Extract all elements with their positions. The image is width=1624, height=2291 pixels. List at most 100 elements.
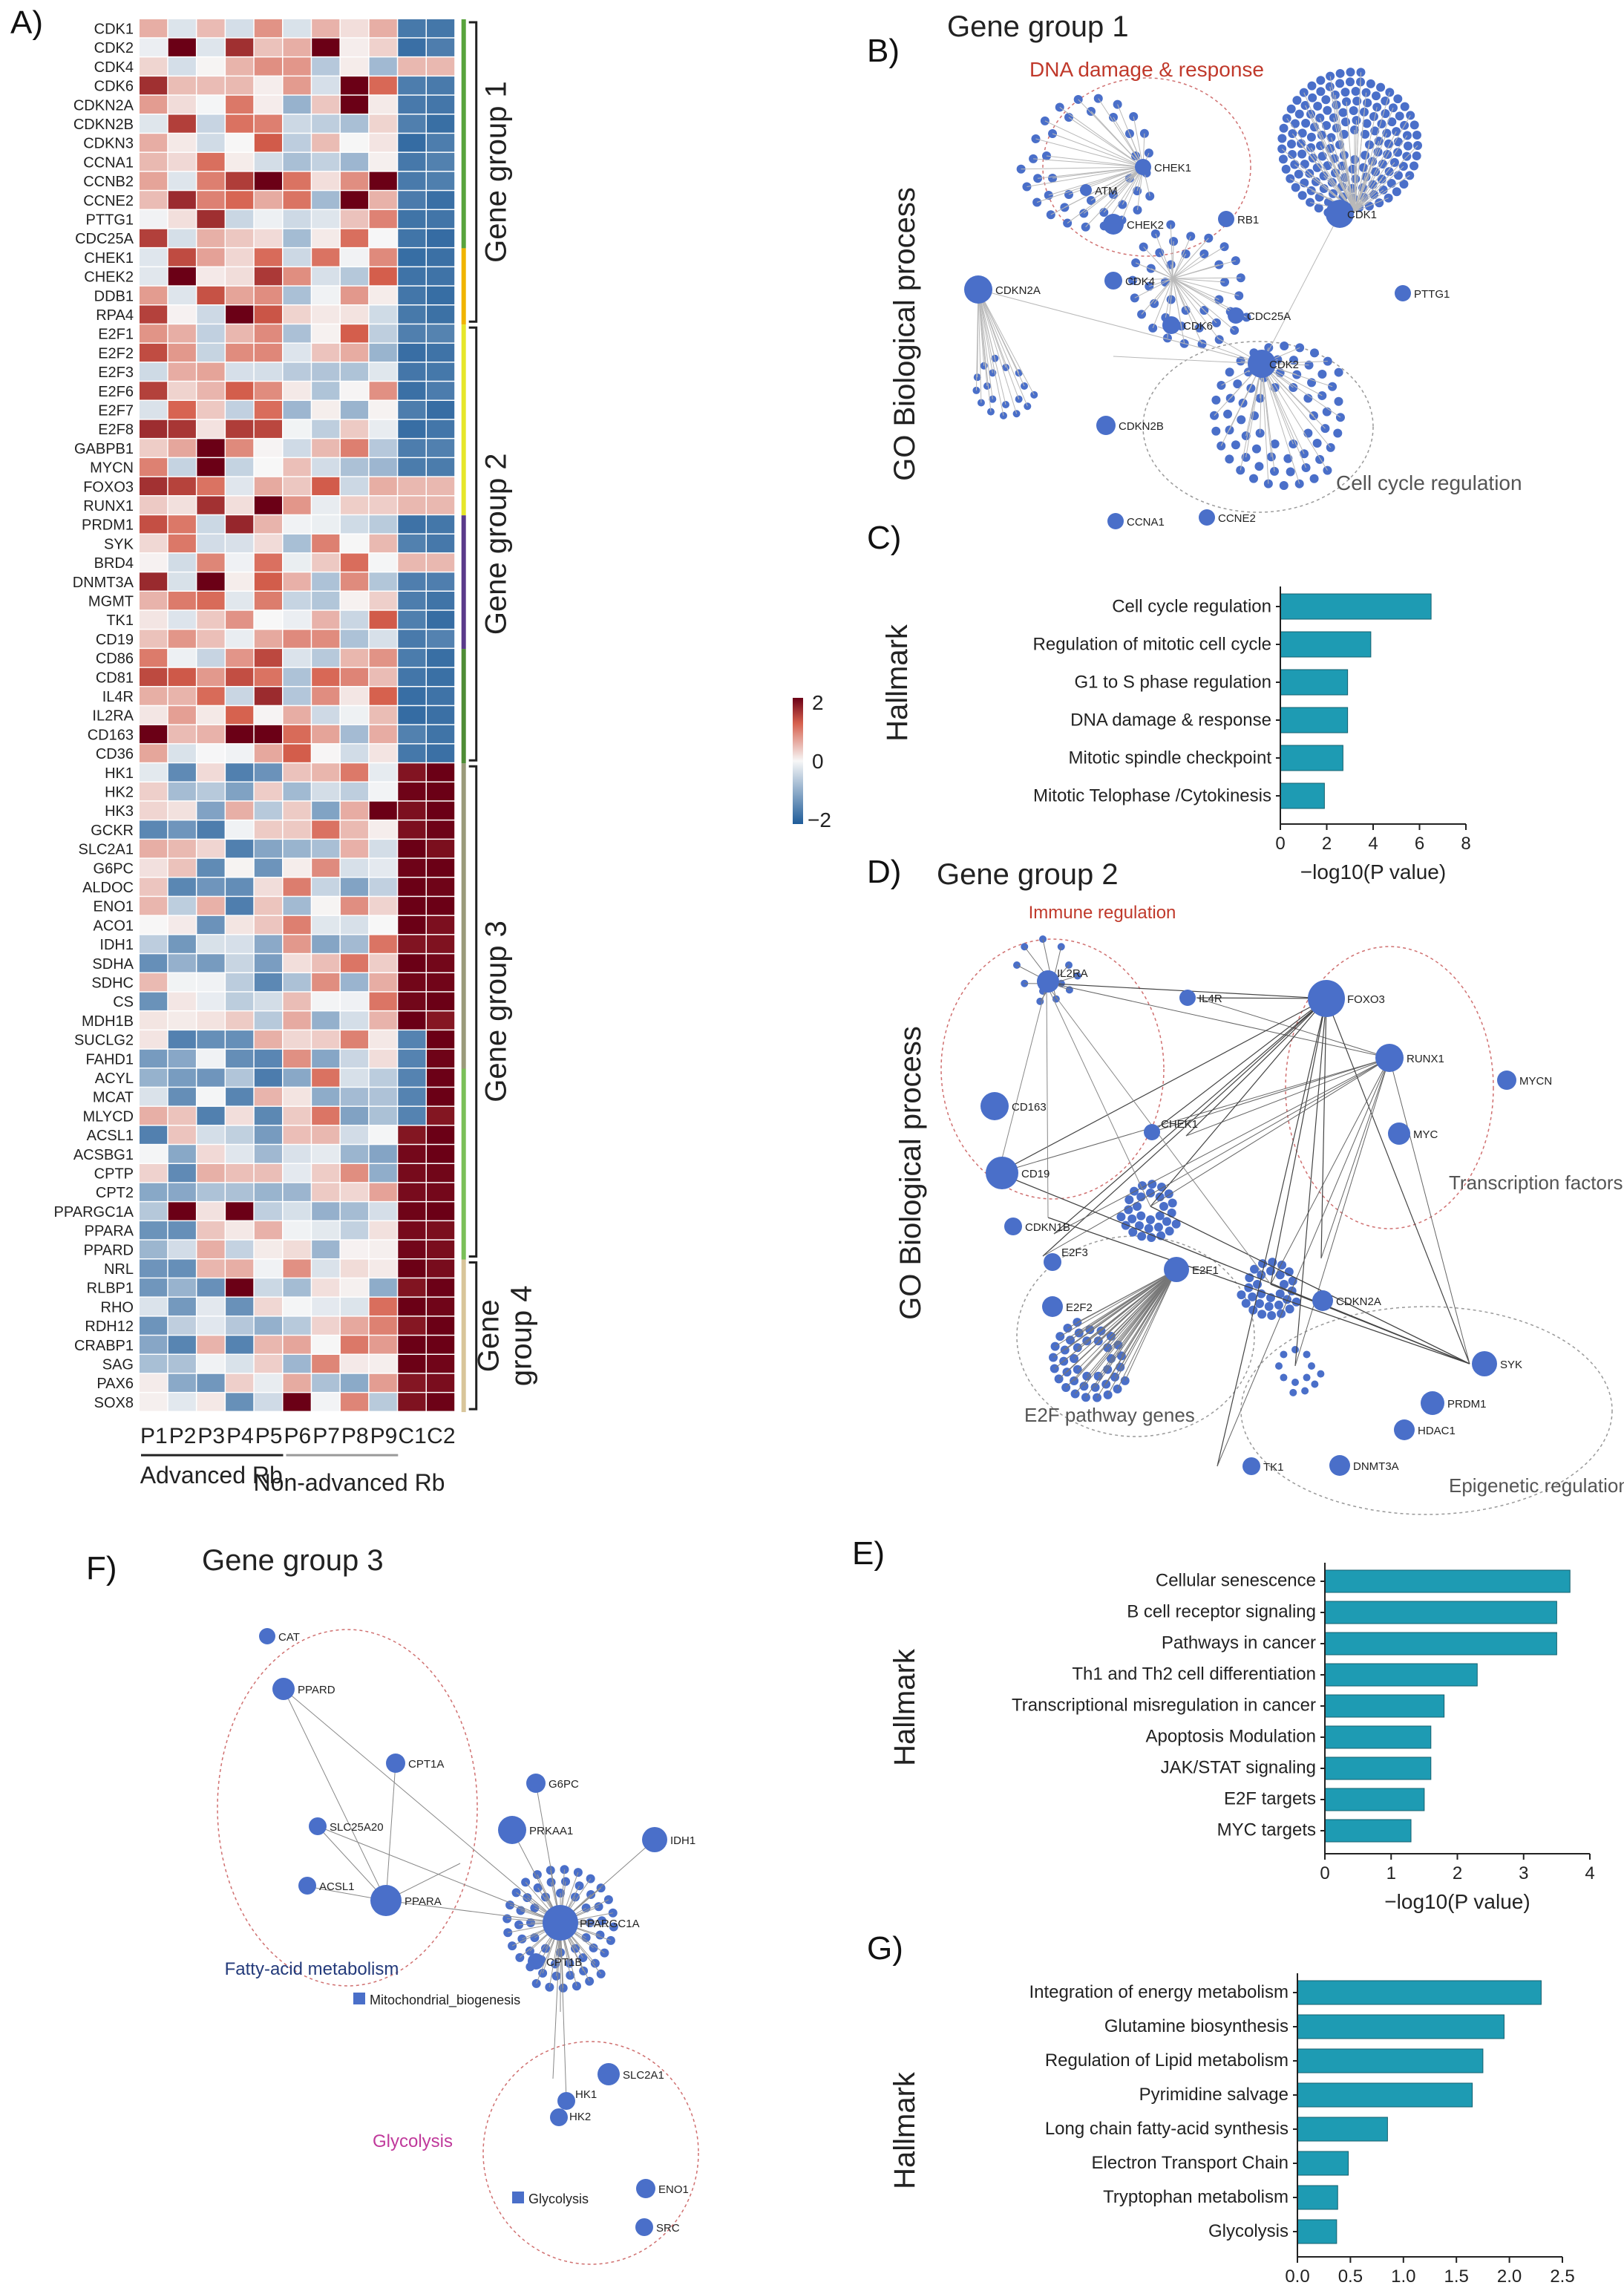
node-pttg1-label: PTTG1 xyxy=(1414,288,1450,301)
heatmap-cell xyxy=(140,305,168,324)
heatmap-cell xyxy=(283,1125,311,1144)
heatmap-cell xyxy=(369,1297,397,1316)
heatmap-cell xyxy=(283,419,311,438)
heatmap-cell xyxy=(168,858,196,877)
x-tick-label: 0 xyxy=(1320,1863,1329,1883)
heatmap-cell xyxy=(340,1164,369,1183)
heatmap-cell xyxy=(312,1297,340,1316)
network-node xyxy=(1322,121,1332,131)
network-node xyxy=(1359,163,1369,172)
heatmap-cell xyxy=(168,992,196,1010)
heatmap-cell xyxy=(398,1145,426,1163)
network-edge xyxy=(1150,998,1327,1207)
network-node xyxy=(1372,91,1381,101)
heatmap-cell xyxy=(312,439,340,457)
node-cd19 xyxy=(986,1157,1018,1189)
heatmap-cell xyxy=(197,1164,225,1183)
network-edge xyxy=(998,1057,1390,1174)
heatmap-cell xyxy=(312,1278,340,1297)
heatmap-cell xyxy=(140,19,168,38)
node-chek1-d xyxy=(1144,1124,1160,1140)
heatmap-cell xyxy=(140,1202,168,1220)
heatmap-cell xyxy=(140,687,168,705)
heatmap-cell xyxy=(283,1297,311,1316)
heatmap-cell xyxy=(168,744,196,762)
network-node xyxy=(1286,467,1295,477)
node-eno1-label: ENO1 xyxy=(658,2183,689,2196)
heatmap-sample-label: P5 xyxy=(255,1424,283,1448)
network-edge xyxy=(1152,278,1173,329)
heatmap-cell xyxy=(283,1202,311,1220)
heatmap-cell xyxy=(312,305,340,324)
heatmap-cell xyxy=(168,553,196,572)
node-mycn xyxy=(1497,1071,1516,1090)
heatmap-cell xyxy=(283,858,311,877)
heatmap-cell xyxy=(197,1030,225,1049)
heatmap-cell xyxy=(254,572,282,591)
network-edge xyxy=(1046,984,1151,1207)
heatmap-cell xyxy=(398,858,426,877)
network-node xyxy=(1361,129,1370,139)
heatmap-cell xyxy=(254,95,282,114)
heatmap-cell xyxy=(312,744,340,762)
heatmap-cell xyxy=(226,1316,254,1335)
heatmap-cell xyxy=(168,1164,196,1183)
x-tick-label: 8 xyxy=(1461,834,1470,854)
heatmap-cell xyxy=(340,38,369,56)
network-edge xyxy=(1098,98,1144,168)
network-node xyxy=(1251,444,1261,454)
heatmap-cell xyxy=(283,439,311,457)
heatmap-cell xyxy=(369,915,397,935)
panel-f-fa-label: Fatty-acid metabolism xyxy=(225,1959,399,1979)
network-node xyxy=(1223,409,1233,419)
x-axis-label: −log10(P value) xyxy=(1384,1890,1530,1913)
node-cdk1-label: CDK1 xyxy=(1347,209,1377,221)
heatmap-cell xyxy=(369,725,397,744)
heatmap-cell xyxy=(283,515,311,534)
network-edge xyxy=(1303,92,1355,212)
heatmap-cell xyxy=(254,324,282,343)
bar-category-label: Glutamine biosynthesis xyxy=(1104,2016,1289,2036)
heatmap-cell xyxy=(168,801,196,820)
heatmap-cell xyxy=(254,1030,282,1049)
heatmap-gene-label: CRABP1 xyxy=(74,1338,134,1354)
heatmap-cell xyxy=(398,95,426,114)
heatmap-cell xyxy=(340,1316,369,1335)
network-node xyxy=(1275,1289,1285,1298)
network-node xyxy=(1257,1289,1266,1298)
panel-label-b: B) xyxy=(867,33,900,69)
heatmap-cell xyxy=(340,362,369,381)
network-edge xyxy=(1320,998,1327,1259)
heatmap-cell xyxy=(226,763,254,782)
heatmap-cell xyxy=(168,515,196,534)
heatmap-cell xyxy=(312,592,340,610)
heatmap-cell xyxy=(398,1068,426,1087)
gene-group-2-label: Gene group 2 xyxy=(480,453,513,635)
network-edge xyxy=(1075,1269,1177,1394)
heatmap-cell xyxy=(427,496,455,514)
heatmap-cell xyxy=(427,305,455,324)
node-syk-label: SYK xyxy=(1500,1359,1522,1371)
network-edge xyxy=(1133,278,1173,281)
heatmap-gene-label: CDK1 xyxy=(94,22,134,38)
heatmap-cell xyxy=(254,362,282,381)
heatmap-cell xyxy=(283,57,311,76)
heatmap-cell xyxy=(140,610,168,629)
heatmap-cell xyxy=(312,935,340,953)
heatmap-cell xyxy=(140,191,168,209)
heatmap-cell xyxy=(427,57,455,76)
heatmap-cell xyxy=(369,1164,397,1183)
heatmap-cell xyxy=(427,897,455,915)
heatmap-gene-label: CD86 xyxy=(96,651,134,667)
heatmap-cell xyxy=(340,725,369,744)
heatmap-cell xyxy=(197,1373,225,1392)
network-node xyxy=(1346,68,1355,77)
heatmap-cell xyxy=(140,1316,168,1335)
bar xyxy=(1324,1694,1445,1718)
network-edge xyxy=(1150,1206,1470,1365)
heatmap-cell xyxy=(398,210,426,229)
heatmap-cell xyxy=(283,1049,311,1068)
heatmap-cell xyxy=(254,801,282,820)
network-edge xyxy=(1155,233,1173,279)
node-idh1-label: IDH1 xyxy=(670,1834,695,1847)
